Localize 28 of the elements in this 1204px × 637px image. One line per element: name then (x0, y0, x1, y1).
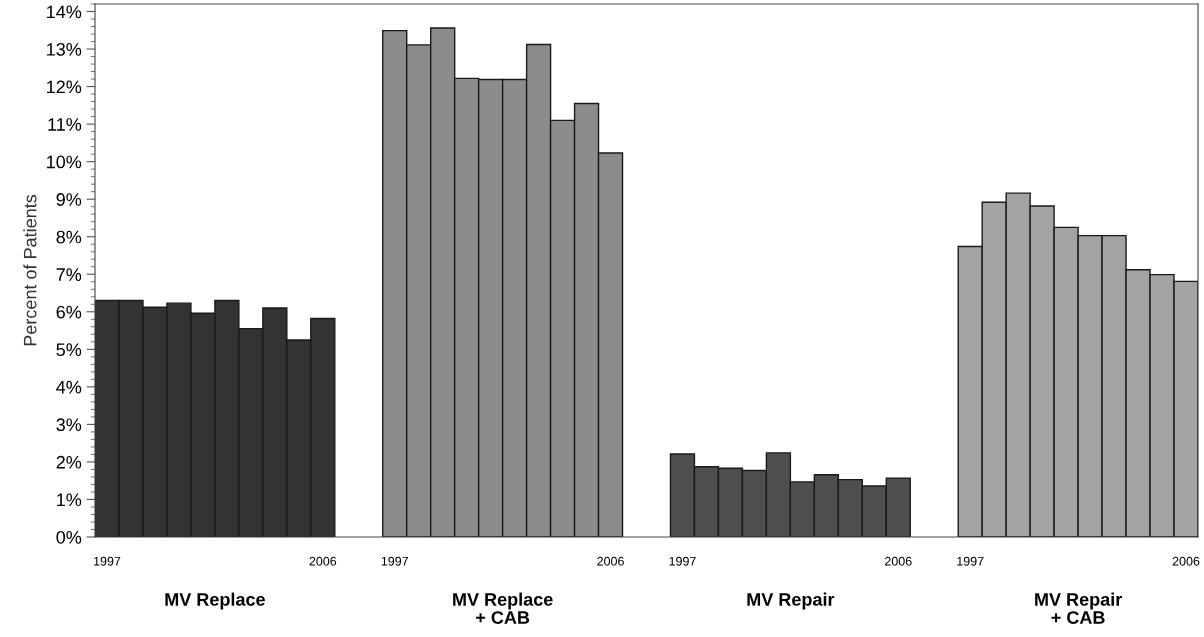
y-tick-label: 1% (57, 493, 82, 507)
x-tick-label: 2006 (885, 556, 912, 566)
y-tick-label: 12% (47, 80, 82, 94)
y-tick-label: 7% (56, 268, 82, 281)
y-tick-label: 8% (56, 230, 82, 244)
y-tick-label: 13% (47, 42, 82, 56)
y-tick-label: 14% (47, 5, 82, 19)
text: MV Replace + CAB (453, 592, 553, 624)
x-tick-label: 1997 (669, 556, 696, 566)
text: MV Replace (165, 592, 265, 610)
x-tick-label: 1997 (381, 556, 409, 566)
y-tick-label: 9% (56, 193, 82, 206)
x-tick-label: 1997 (94, 556, 121, 566)
x-tick-label: 2006 (1172, 556, 1200, 566)
y-tick-label: 4% (56, 380, 82, 394)
x-tick-label: 2006 (597, 556, 624, 566)
y-tick-label: 2% (56, 455, 82, 469)
x-tick-label: 2006 (309, 556, 337, 566)
x-tick-label: 1997 (957, 556, 984, 566)
y-tick-label: 10% (47, 155, 82, 169)
text: MV Repair + CAB (1035, 592, 1122, 624)
y-tick-label: 0% (56, 530, 82, 544)
text: MV Repair (747, 592, 835, 610)
y-axis-title: Percent of Patients (23, 194, 37, 346)
y-tick-label: 6% (56, 305, 82, 319)
y-tick-label: 5% (56, 343, 82, 357)
y-tick-label: 3% (56, 418, 82, 432)
y-tick-label: 11% (48, 118, 82, 131)
